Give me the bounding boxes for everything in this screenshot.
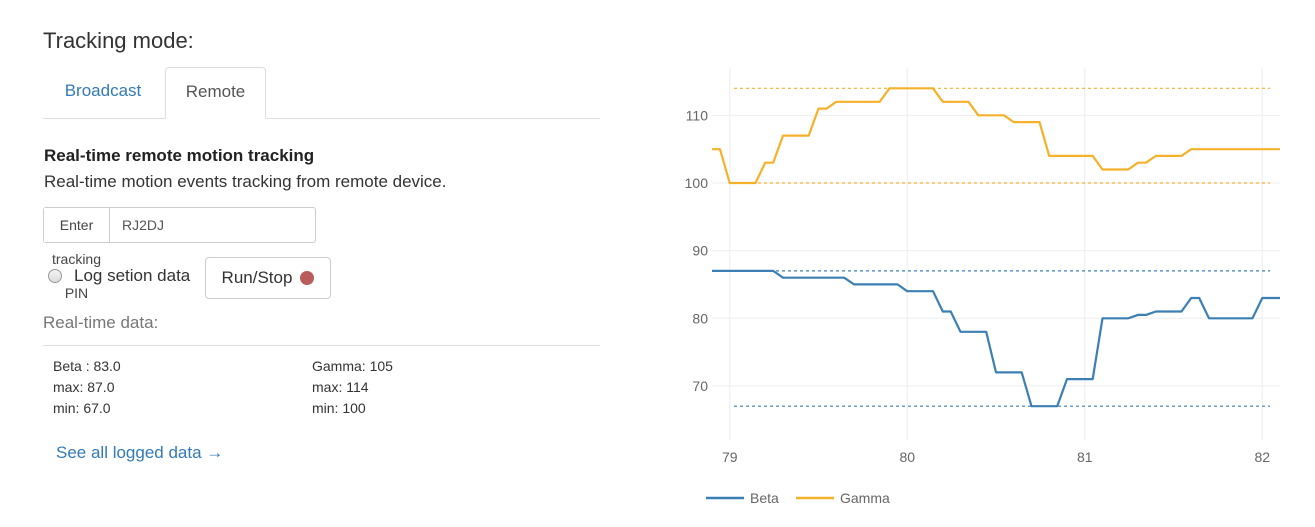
section-description: Real-time motion events tracking from re…	[44, 172, 447, 191]
realtime-label: Real-time data:	[43, 313, 159, 332]
see-all-logged-link[interactable]: See all logged data →	[56, 443, 224, 462]
gamma-min: min: 100	[312, 400, 366, 416]
y-tick-label: 100	[685, 175, 709, 191]
legend-label-gamma: Gamma	[840, 490, 890, 506]
y-tick-label: 90	[692, 243, 708, 259]
beta-max: max: 87.0	[53, 379, 115, 395]
log-session-option[interactable]: Log setion data	[48, 266, 190, 286]
x-tick-label: 81	[1077, 449, 1093, 465]
y-tick-label: 70	[692, 378, 708, 394]
x-tick-label: 80	[899, 449, 915, 465]
chart-grid	[712, 68, 1280, 440]
beta-current: Beta : 83.0	[53, 358, 121, 374]
divider	[43, 345, 600, 346]
chart-reference-lines	[734, 87, 1270, 407]
section-heading: Real-time remote motion tracking	[44, 146, 315, 165]
y-axis-ticks: 70 80 90 100 110	[685, 107, 709, 394]
tracking-pin-label: Enter tracking PIN	[44, 208, 110, 301]
x-axis-ticks: 79 80 81 82	[722, 449, 1270, 465]
gamma-max: max: 114	[312, 379, 369, 395]
tab-broadcast[interactable]: Broadcast	[64, 81, 142, 100]
tab-remote[interactable]: Remote	[165, 67, 266, 119]
log-session-radio[interactable]	[48, 269, 62, 283]
x-tick-label: 79	[722, 449, 738, 465]
tracking-pin-input[interactable]	[110, 208, 315, 242]
y-tick-label: 80	[692, 310, 708, 326]
x-tick-label: 82	[1254, 449, 1270, 465]
chart-legend: Beta Gamma	[706, 490, 890, 506]
gamma-current: Gamma: 105	[312, 358, 393, 374]
motion-chart: 79 80 81 82 70 80 90 100 110 Beta Gamma	[685, 68, 1280, 506]
record-dot-icon	[300, 271, 315, 285]
series-line-gamma	[712, 87, 1280, 185]
legend-label-beta: Beta	[750, 490, 779, 506]
run-stop-label: Run/Stop	[221, 268, 293, 287]
tab-bar: Broadcast Remote	[43, 67, 600, 119]
run-stop-button[interactable]: Run/Stop	[205, 257, 331, 299]
y-tick-label: 110	[686, 107, 709, 123]
page-title: Tracking mode:	[43, 28, 194, 53]
tracking-pin-group: Enter tracking PIN	[43, 207, 316, 301]
chart-series	[712, 87, 1280, 408]
beta-min: min: 67.0	[53, 400, 111, 416]
tracking-panel: Tracking mode: Broadcast Remote Real-tim…	[43, 0, 600, 527]
log-session-label: Log setion data	[74, 266, 191, 285]
series-line-beta	[712, 269, 1280, 408]
